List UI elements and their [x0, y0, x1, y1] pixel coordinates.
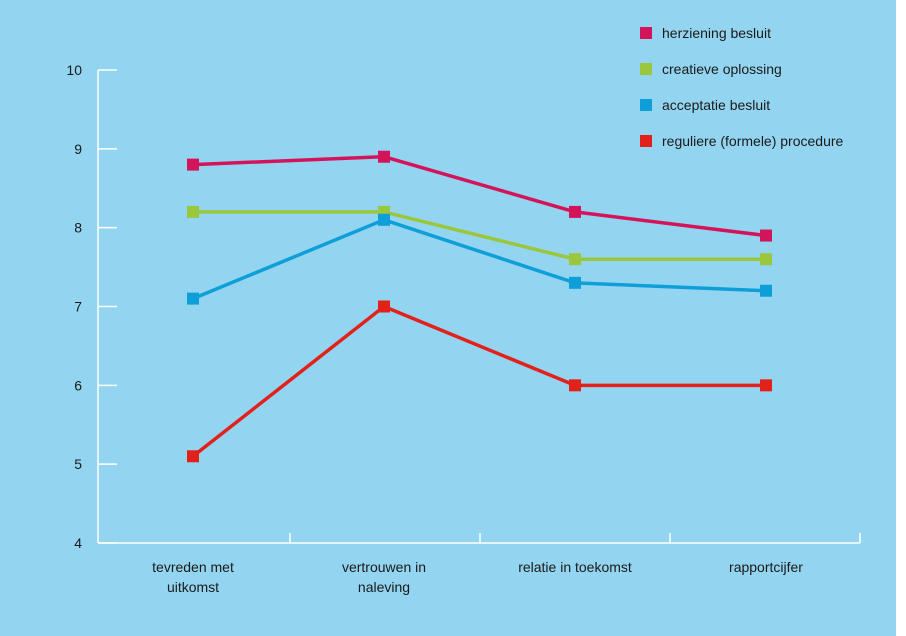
data-point-marker — [569, 379, 581, 392]
legend-label: acceptatie besluit — [662, 97, 770, 113]
y-tick-label: 8 — [74, 220, 82, 236]
x-tick-label: tevreden met — [152, 559, 234, 575]
series-line — [192, 218, 767, 301]
y-tick-label: 6 — [74, 377, 82, 393]
series-line — [191, 304, 766, 458]
data-point-marker — [760, 284, 772, 297]
data-point-marker — [760, 379, 772, 392]
series-line — [192, 154, 767, 238]
data-point-marker — [378, 213, 390, 226]
legend-swatch — [640, 99, 652, 111]
y-tick-label: 9 — [74, 141, 82, 157]
data-point-marker — [569, 276, 581, 289]
x-tick-label: relatie in toekomst — [518, 559, 632, 575]
axes: 4 5 6 7 8 9 10 tevreden met uitkomst vertrouwen i… — [66, 62, 861, 595]
data-point-marker — [569, 253, 581, 266]
y-tick-label: 4 — [74, 535, 82, 551]
data-point-marker — [378, 300, 390, 313]
data-point-marker — [187, 158, 199, 171]
legend-swatch — [640, 27, 652, 39]
x-tick-label: vertrouwen in — [342, 559, 426, 575]
x-tick-label: rapportcijfer — [729, 559, 803, 575]
legend-label: reguliere (formele) procedure — [662, 133, 844, 149]
data-point-marker — [569, 205, 581, 218]
x-tick-label: naleving — [358, 579, 410, 595]
data-point-marker — [187, 292, 199, 305]
legend-swatch — [640, 135, 652, 147]
legend-swatch — [640, 63, 652, 75]
x-tick-label: uitkomst — [167, 579, 219, 595]
data-point-marker — [187, 450, 199, 463]
data-point-marker — [187, 205, 199, 218]
legend-label: creatieve oplossing — [662, 61, 782, 77]
series-layer — [187, 150, 772, 463]
legend-label: herziening besluit — [662, 25, 771, 41]
y-tick-label: 7 — [74, 299, 82, 315]
data-point-marker — [760, 253, 772, 266]
series-line — [193, 210, 766, 261]
y-tick-label: 5 — [74, 456, 82, 472]
legend: herziening besluit creatieve oplossing acc… — [640, 25, 844, 149]
y-tick-label: 10 — [66, 62, 82, 78]
data-point-marker — [760, 229, 772, 242]
data-point-marker — [378, 150, 390, 163]
